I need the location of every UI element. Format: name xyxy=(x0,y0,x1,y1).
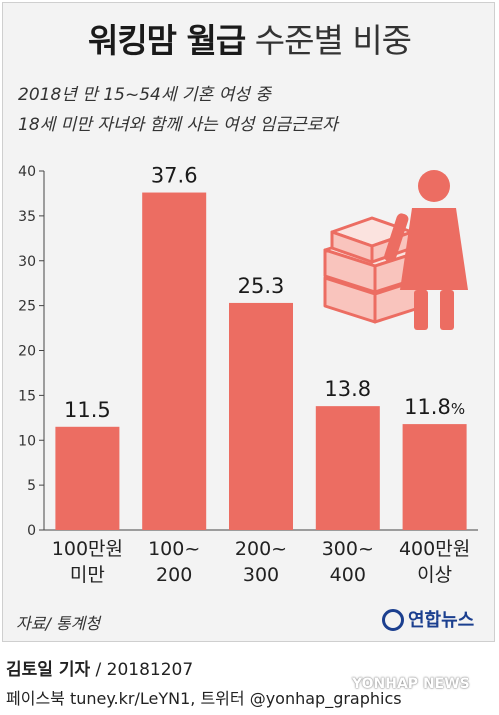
y-tick-label: 5 xyxy=(27,478,36,494)
title-rest: 수준별 비중 xyxy=(254,21,412,60)
bar xyxy=(315,406,380,530)
x-tick-label-line: 300~ xyxy=(321,538,374,560)
x-tick-label-line: 100만원 xyxy=(51,538,123,560)
x-tick-label-line: 200~ xyxy=(234,538,288,560)
y-tick-label: 30 xyxy=(18,254,36,270)
publish-date: / 20181207 xyxy=(90,660,194,680)
title-bold: 워킹맘 월급 xyxy=(87,21,246,60)
yonhap-logo: 연합뉴스 xyxy=(382,606,474,632)
y-tick-label: 40 xyxy=(18,164,36,180)
unit-label: % xyxy=(451,400,465,418)
data-label-value: 13.8 xyxy=(324,377,371,401)
bar xyxy=(229,302,293,530)
x-tick-label-line: 400 xyxy=(329,564,366,586)
data-label-value: 11.5 xyxy=(64,398,111,422)
bar xyxy=(402,424,467,530)
subtitle-line2: 18세 미만 자녀와 함께 사는 여성 임금근로자 xyxy=(18,115,338,135)
logo-text: 연합뉴스 xyxy=(408,610,475,631)
data-label: 37.6 xyxy=(151,164,198,188)
x-tick-label-line: 400만원 xyxy=(398,538,471,560)
x-tick-label: 300~ 400 xyxy=(308,536,388,588)
x-tick-label-line: 300 xyxy=(242,564,280,586)
data-label: 11.5 xyxy=(64,398,111,422)
y-tick-label: 35 xyxy=(18,209,36,225)
working-mom-illustration xyxy=(323,170,468,330)
y-tick-label: 15 xyxy=(18,388,36,404)
x-tick-label-line: 미만 xyxy=(69,564,105,586)
bar xyxy=(142,192,207,531)
y-tick-label: 25 xyxy=(18,299,36,315)
social-links: 페이스북 tuney.kr/LeYN1, 트위터 @yonhap_graphic… xyxy=(6,689,402,708)
x-tick-label: 200~ 300 xyxy=(221,536,301,588)
data-label: 25.3 xyxy=(238,274,285,298)
y-tick-label: 10 xyxy=(18,433,36,449)
source-note: 자료/ 통계청 xyxy=(16,614,101,633)
data-label-value: 25.3 xyxy=(238,274,285,298)
x-tick-label-line: 100~ xyxy=(148,538,201,560)
data-label: 13.8 xyxy=(324,377,371,401)
page-title: 워킹맘 월급 수준별 비중 xyxy=(0,14,499,62)
reporter-name: 김토일 기자 xyxy=(6,660,91,680)
credit-line: 김토일 기자 / 20181207 xyxy=(6,655,193,680)
data-label: 11.8% xyxy=(404,395,465,419)
bar xyxy=(55,426,120,530)
x-tick-label-line: 200 xyxy=(156,564,193,586)
woman-icon xyxy=(384,170,468,330)
data-label-value: 11.8 xyxy=(404,395,451,419)
data-label-value: 37.6 xyxy=(151,164,198,188)
x-tick-label: 100~ 200 xyxy=(134,536,214,588)
watermark: YONHAP NEWS xyxy=(352,676,470,692)
subtitle-line1: 2018년 만 15~54세 기혼 여성 중 xyxy=(18,85,271,105)
y-tick-label: 0 xyxy=(27,523,36,539)
yonhap-logo-icon xyxy=(382,609,404,631)
x-tick-label-line: 이상 xyxy=(417,564,453,586)
y-tick-label: 20 xyxy=(18,344,36,360)
